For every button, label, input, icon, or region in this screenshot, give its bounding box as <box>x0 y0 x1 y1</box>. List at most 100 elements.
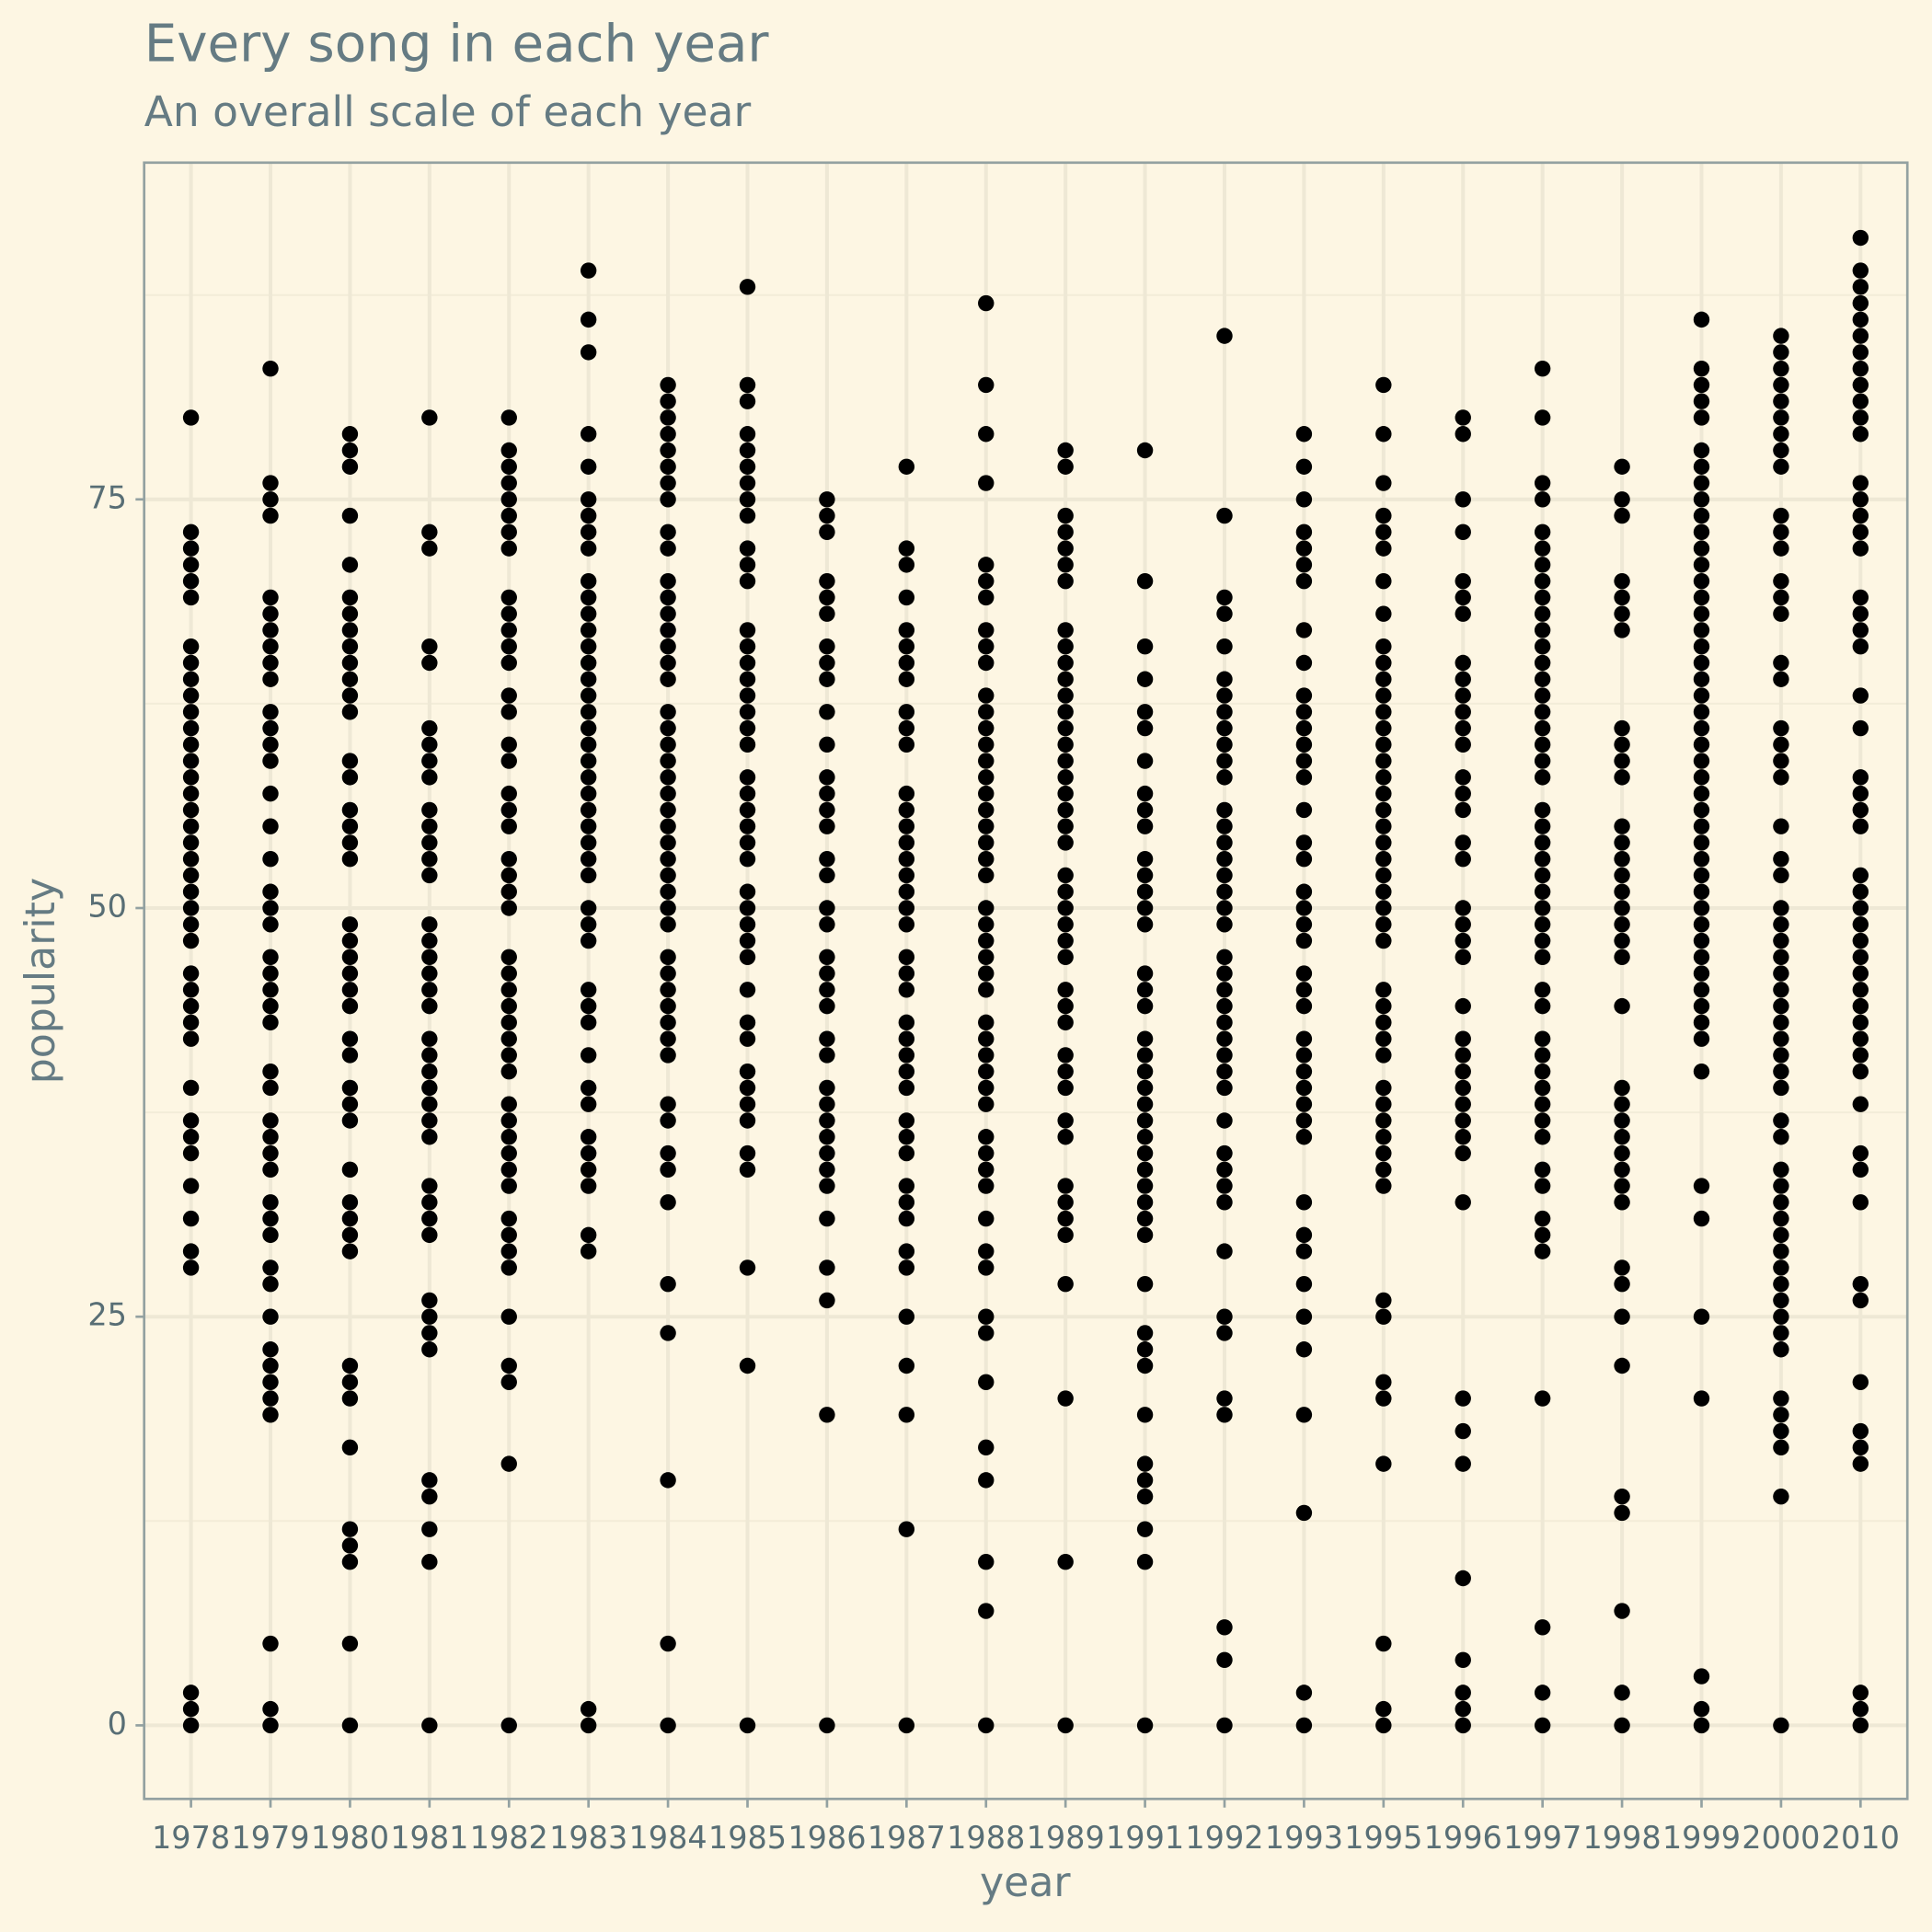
point <box>739 1079 756 1097</box>
point <box>580 1144 597 1162</box>
point <box>341 818 359 834</box>
point <box>660 491 676 508</box>
point <box>1375 818 1392 834</box>
point <box>819 1047 835 1064</box>
point <box>739 622 756 638</box>
point <box>1136 1144 1154 1162</box>
point <box>660 393 676 409</box>
point <box>898 736 915 753</box>
point <box>182 540 200 557</box>
point <box>978 1144 995 1162</box>
point <box>1693 622 1710 638</box>
point <box>898 719 915 737</box>
point <box>660 572 676 590</box>
point <box>1614 834 1630 851</box>
point <box>1852 1194 1869 1211</box>
point <box>1773 850 1789 868</box>
point <box>262 1194 279 1211</box>
point <box>1852 801 1869 819</box>
point <box>1693 834 1710 851</box>
point <box>182 687 200 704</box>
point <box>1455 1144 1471 1162</box>
x-tick-label: 1979 <box>231 1820 309 1856</box>
point <box>819 997 835 1015</box>
point <box>500 1161 517 1178</box>
point <box>182 900 200 916</box>
point <box>1216 704 1233 720</box>
point <box>1057 1063 1074 1080</box>
point <box>1375 704 1392 720</box>
point <box>1216 997 1233 1015</box>
point <box>1295 769 1313 786</box>
point <box>898 1014 915 1031</box>
point <box>1216 1717 1233 1734</box>
point <box>500 540 517 557</box>
point <box>1693 1014 1710 1031</box>
point <box>1852 818 1869 834</box>
point <box>1216 753 1233 769</box>
point <box>580 932 597 949</box>
point <box>421 409 438 426</box>
point <box>1216 736 1233 753</box>
point <box>500 1357 517 1374</box>
point <box>1295 704 1313 720</box>
point <box>1216 1161 1233 1178</box>
point <box>1455 1047 1471 1064</box>
point <box>500 1308 517 1325</box>
point <box>660 916 676 933</box>
point <box>1534 1047 1551 1064</box>
point <box>1375 1292 1392 1309</box>
point <box>1534 622 1551 638</box>
point <box>978 376 995 394</box>
point <box>1136 982 1154 998</box>
point <box>898 1194 915 1211</box>
point <box>580 1014 597 1031</box>
point <box>1136 638 1154 655</box>
point <box>819 654 835 672</box>
point <box>739 1096 756 1112</box>
point <box>1295 1112 1313 1129</box>
point <box>898 1144 915 1162</box>
point <box>1773 458 1789 475</box>
point <box>1693 883 1710 900</box>
point <box>500 1455 517 1472</box>
point <box>580 736 597 753</box>
point <box>500 704 517 720</box>
point <box>1614 491 1630 508</box>
point <box>341 1243 359 1259</box>
point <box>898 1112 915 1129</box>
point <box>580 834 597 851</box>
point <box>1057 834 1074 851</box>
point <box>978 1554 995 1570</box>
point <box>978 426 995 443</box>
point <box>1534 557 1551 573</box>
point <box>1773 1178 1789 1194</box>
point <box>421 1047 438 1064</box>
point <box>1455 491 1471 508</box>
point <box>1057 1390 1074 1407</box>
point <box>1773 997 1789 1015</box>
point <box>1375 1717 1392 1734</box>
point <box>739 801 756 819</box>
point <box>1295 965 1313 982</box>
point <box>1057 1112 1074 1129</box>
point <box>1216 605 1233 622</box>
point <box>580 719 597 737</box>
point <box>421 818 438 834</box>
point <box>1693 540 1710 557</box>
point <box>1534 360 1551 377</box>
point <box>978 1439 995 1456</box>
point <box>898 1030 915 1047</box>
point <box>500 1259 517 1276</box>
point <box>1375 982 1392 998</box>
point <box>1614 1144 1630 1162</box>
point <box>1693 932 1710 949</box>
point <box>580 801 597 819</box>
point <box>1375 507 1392 524</box>
point <box>1773 426 1789 443</box>
point <box>1295 1717 1313 1734</box>
point <box>1534 687 1551 704</box>
point <box>1614 1259 1630 1276</box>
point <box>1773 393 1789 409</box>
